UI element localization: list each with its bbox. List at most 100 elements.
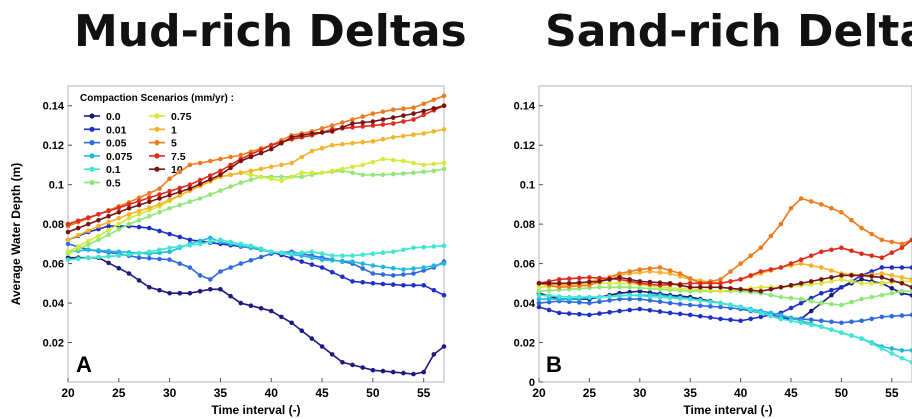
x-tick-label: 40 <box>265 386 279 400</box>
data-point <box>319 126 325 131</box>
data-point <box>909 237 912 243</box>
data-point <box>86 255 91 260</box>
data-point <box>238 180 244 185</box>
data-point <box>401 119 406 124</box>
data-point <box>859 281 864 286</box>
data-point <box>65 249 71 255</box>
data-point <box>370 119 376 124</box>
data-point <box>360 261 366 266</box>
data-point <box>380 281 386 287</box>
data-point <box>718 285 723 290</box>
data-point <box>798 257 804 263</box>
data-point <box>238 170 244 176</box>
data-point <box>708 299 713 305</box>
data-point <box>187 162 193 168</box>
data-point <box>187 290 193 296</box>
data-point <box>829 247 834 253</box>
data-point <box>350 170 355 176</box>
data-point <box>819 281 824 286</box>
data-point <box>147 190 152 196</box>
data-point <box>607 277 612 282</box>
data-point <box>657 280 663 286</box>
data-point <box>370 111 376 116</box>
data-point <box>309 249 315 255</box>
data-point <box>238 261 244 266</box>
data-point <box>899 245 905 251</box>
series-1 <box>65 127 447 243</box>
data-point <box>360 266 366 271</box>
data-point <box>708 281 713 286</box>
data-point <box>677 296 683 301</box>
data-point <box>839 210 844 215</box>
legend-marker <box>89 179 95 186</box>
data-point <box>421 169 427 175</box>
data-point <box>778 221 784 227</box>
data-point <box>829 301 834 307</box>
data-point <box>157 192 162 197</box>
data-point <box>441 103 447 108</box>
data-point <box>65 221 71 227</box>
data-point <box>279 162 284 168</box>
data-point <box>126 271 132 276</box>
data-point <box>380 368 386 374</box>
data-point <box>546 281 552 286</box>
data-point <box>441 93 447 99</box>
x-tick-label: 20 <box>532 386 546 400</box>
data-point <box>899 275 905 280</box>
data-point <box>96 212 101 217</box>
legend-label: 0.0 <box>106 111 121 123</box>
legend-item: 10 <box>149 164 183 176</box>
data-point <box>380 156 386 162</box>
data-point <box>617 293 622 299</box>
data-point <box>268 308 274 314</box>
data-point <box>657 294 663 300</box>
data-point <box>421 131 427 136</box>
data-point <box>411 271 416 276</box>
data-point <box>431 106 437 111</box>
y-tick-label: 0.02 <box>43 338 64 350</box>
data-point <box>839 245 844 251</box>
data-point <box>657 299 663 305</box>
data-point <box>431 263 437 268</box>
data-point <box>597 275 602 281</box>
data-point <box>798 261 804 266</box>
data-point <box>677 301 683 307</box>
data-point <box>197 177 203 183</box>
data-point <box>116 227 122 232</box>
data-point <box>839 273 844 278</box>
data-point <box>698 281 703 286</box>
data-point <box>126 202 132 207</box>
data-point <box>96 233 101 239</box>
data-point <box>167 197 172 203</box>
x-axis-label-b: Time interval (-) <box>683 403 772 417</box>
data-point <box>177 261 183 266</box>
series-10 <box>65 103 447 235</box>
data-point <box>299 154 305 160</box>
data-point <box>647 294 653 299</box>
data-point <box>86 247 91 253</box>
data-point <box>360 365 366 370</box>
x-axis-label-a: Time interval (-) <box>211 403 300 417</box>
data-point <box>889 265 895 270</box>
data-point <box>637 296 643 302</box>
data-point <box>86 221 91 227</box>
data-point <box>147 195 152 201</box>
data-point <box>187 182 193 187</box>
data-point <box>687 285 693 290</box>
data-point <box>390 282 396 287</box>
data-point <box>768 267 774 272</box>
data-point <box>667 295 673 301</box>
data-point <box>299 250 305 255</box>
data-point <box>289 251 294 256</box>
data-point <box>411 160 416 166</box>
data-point <box>617 296 622 302</box>
data-point <box>788 206 794 211</box>
data-point <box>859 225 864 231</box>
data-point <box>587 294 592 300</box>
data-point <box>268 164 274 170</box>
data-point <box>839 320 844 326</box>
data-point <box>829 292 834 298</box>
data-point <box>627 277 632 282</box>
data-point <box>319 251 325 256</box>
